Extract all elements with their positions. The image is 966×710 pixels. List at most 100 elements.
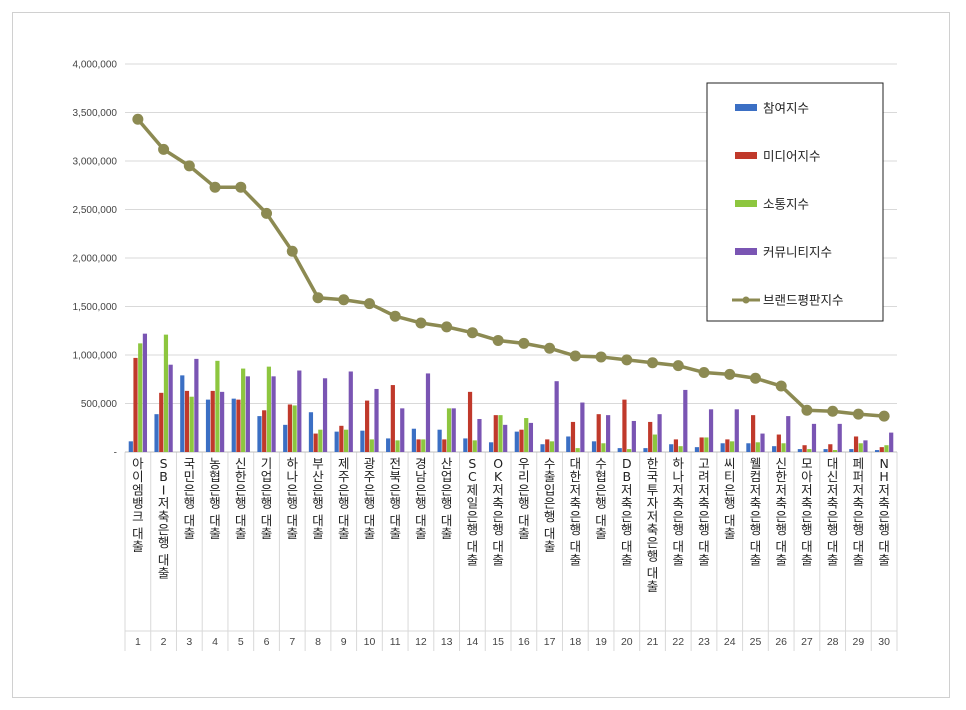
rank-label: 9 (341, 636, 347, 648)
legend-label: 브랜드평판지수 (763, 293, 844, 308)
line-point (801, 404, 813, 416)
legend-box (706, 82, 884, 322)
rank-label: 16 (518, 636, 530, 648)
bar (776, 434, 781, 452)
bar (734, 409, 739, 452)
bar (308, 412, 314, 452)
bar (853, 436, 859, 452)
rank-label: 22 (672, 636, 684, 648)
rank-label: 10 (364, 636, 376, 648)
line-point (518, 337, 530, 349)
bar (751, 415, 756, 452)
line-point (209, 181, 221, 193)
rank-label: 26 (775, 636, 787, 648)
y-tick-label: 1,500,000 (73, 302, 118, 313)
bar (318, 429, 323, 452)
bar (622, 399, 627, 452)
bar (823, 449, 828, 452)
bar (601, 443, 606, 452)
bar (416, 439, 421, 452)
rank-label: 13 (441, 636, 453, 648)
bar (163, 334, 169, 452)
legend-label: 소통지수 (763, 197, 809, 212)
bar (451, 408, 456, 452)
bar (292, 405, 297, 452)
line-point (312, 292, 324, 304)
bar (446, 408, 452, 452)
bar (631, 420, 636, 452)
line-point (183, 160, 195, 172)
bar (159, 392, 164, 452)
bar (271, 376, 276, 452)
rank-label: 28 (827, 636, 839, 648)
bar (889, 432, 894, 452)
bar (874, 450, 880, 452)
bar (205, 399, 211, 452)
bar (133, 357, 138, 452)
rank-label: 29 (853, 636, 865, 648)
bar (343, 429, 349, 452)
bar (566, 436, 571, 452)
legend-swatch (735, 104, 757, 111)
bar (287, 404, 293, 452)
bar (180, 375, 185, 452)
bar-series (128, 333, 894, 452)
bar (591, 441, 597, 452)
rank-label: 18 (569, 636, 581, 648)
line-point (878, 410, 890, 422)
line-point (466, 327, 478, 339)
bar (802, 445, 807, 452)
chart-frame: - 500,000 1,000,000 1,500,000 2,000,000 2,500… (12, 12, 950, 698)
bar (322, 378, 328, 452)
bar (570, 421, 576, 452)
bar (545, 439, 550, 452)
rank-label: 20 (621, 636, 633, 648)
bar (262, 410, 267, 452)
y-tick-label: 3,500,000 (73, 108, 118, 119)
rank-label: 23 (698, 636, 710, 648)
bar (863, 440, 868, 452)
bar (215, 360, 220, 452)
legend-swatch (735, 200, 757, 207)
bar (472, 440, 477, 452)
line-point (827, 405, 839, 417)
line-point (235, 181, 247, 193)
bar (266, 366, 271, 452)
bar (348, 371, 353, 452)
y-axis-ticks: - 500,000 1,000,000 1,500,000 2,000,000 2,500… (73, 60, 118, 459)
line-point (363, 298, 375, 310)
bar (297, 370, 302, 452)
rank-label: 1 (135, 636, 141, 648)
legend-marker (742, 296, 750, 304)
line-point (621, 354, 633, 366)
bar (488, 442, 494, 452)
line-point (441, 321, 453, 333)
bar (575, 448, 580, 452)
bar (540, 444, 545, 452)
bar (442, 439, 447, 452)
rank-label: 11 (390, 636, 401, 648)
bar (828, 444, 833, 452)
rank-label: 17 (544, 636, 556, 648)
bar (720, 443, 725, 452)
bar (580, 402, 585, 452)
y-tick-label: 4,000,000 (73, 60, 118, 71)
rank-label: 30 (878, 636, 890, 648)
bar (879, 447, 884, 452)
bar (374, 388, 379, 452)
line-point (132, 113, 144, 125)
bar (669, 444, 674, 452)
bar (606, 415, 611, 452)
bar (360, 430, 365, 452)
bar (708, 409, 714, 452)
